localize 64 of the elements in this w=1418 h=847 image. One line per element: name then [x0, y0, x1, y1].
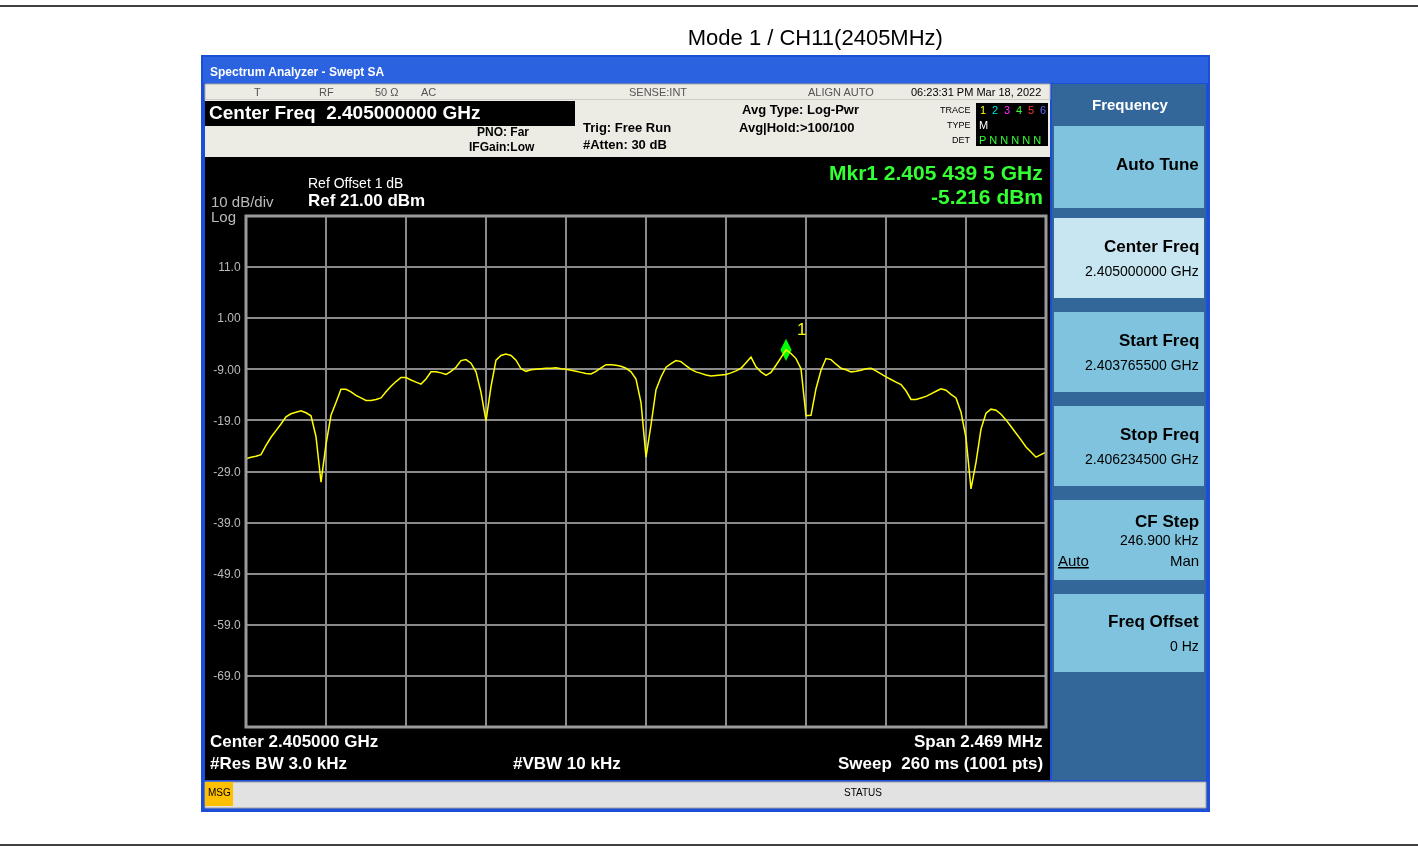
text: 2: [992, 104, 999, 116]
y-tick-label: -59.0: [213, 618, 241, 632]
text: Start Freq: [1119, 331, 1200, 350]
text: 2.403765500 GHz: [1085, 357, 1199, 373]
text: RF: [319, 86, 334, 98]
text: Ref Offset 1 dB: [308, 175, 404, 191]
text: Stop Freq: [1120, 425, 1200, 444]
text: TYPE: [947, 120, 971, 130]
text: 10 dB/div: [211, 193, 275, 210]
text: 6: [1040, 104, 1047, 116]
series-label: 1: [797, 319, 807, 339]
text: 50 Ω: [375, 86, 399, 98]
text: -5.216 dBm: [931, 185, 1044, 208]
text: Freq Offset: [1108, 612, 1200, 631]
text: Frequency: [1092, 96, 1169, 113]
y-tick-label: -49.0: [213, 566, 241, 581]
text: 0 Hz: [1170, 638, 1199, 654]
text: T: [254, 86, 261, 98]
text: #VBW 10 kHz: [513, 754, 621, 773]
text: Mkr1 2.405 439 5 GHz: [829, 161, 1043, 184]
text: Center Freq 2.405000000 GHz: [209, 102, 481, 123]
text: Span 2.469 MHz: [914, 732, 1043, 751]
text: #Res BW 3.0 kHz: [210, 754, 347, 773]
text: AC: [421, 86, 437, 98]
text: IFGain:Low: [469, 140, 535, 154]
text: 2.406234500 GHz: [1085, 451, 1199, 467]
text: 5: [1028, 104, 1035, 116]
text: Sweep 260 ms (1001 pts): [838, 754, 1044, 773]
text: 2.405000000 GHz: [1085, 263, 1199, 279]
y-tick-label: 1.00: [217, 311, 241, 326]
text: PNO: Far: [477, 125, 530, 139]
y-tick-label: 11.0: [218, 260, 241, 275]
text: 4: [1016, 104, 1023, 116]
text: Auto Tune: [1116, 155, 1199, 174]
y-tick-label: -19.0: [213, 413, 241, 428]
y-tick-label: -9.00: [213, 362, 241, 377]
text: 246.900 kHz: [1120, 532, 1199, 548]
text: Ref 21.00 dBm: [308, 191, 426, 210]
text: ALIGN AUTO: [808, 86, 875, 98]
text: 3: [1004, 104, 1011, 116]
y-tick-label: -39.0: [213, 515, 241, 530]
text: Avg|Hold:>100/100: [739, 120, 855, 135]
text: M: [979, 119, 989, 131]
text: Center Freq: [1104, 237, 1200, 256]
text: 1: [980, 104, 987, 116]
text: TRACE: [940, 105, 971, 115]
text: Spectrum Analyzer - Swept SA: [210, 65, 385, 79]
text: DET: [952, 135, 971, 145]
text: Center 2.405000 GHz: [210, 732, 379, 751]
y-tick-label: -69.0: [213, 669, 241, 684]
chart-title: Mode 1 / CH11(2405MHz): [687, 24, 943, 50]
text: P N N N N N: [979, 134, 1042, 146]
text: STATUS: [844, 787, 883, 798]
text: #Atten: 30 dB: [583, 137, 667, 152]
text: Log: [211, 208, 237, 225]
text: Auto: [1058, 552, 1089, 569]
y-tick-label: -29.0: [213, 464, 241, 479]
text: MSG: [208, 787, 231, 798]
text: Man: [1170, 552, 1200, 569]
text: SENSE:INT: [629, 86, 688, 98]
text: Trig: Free Run: [583, 120, 672, 135]
text: 06:23:31 PM Mar 18, 2022: [911, 86, 1042, 98]
text: Avg Type: Log-Pwr: [742, 102, 859, 117]
text: CF Step: [1135, 512, 1200, 531]
